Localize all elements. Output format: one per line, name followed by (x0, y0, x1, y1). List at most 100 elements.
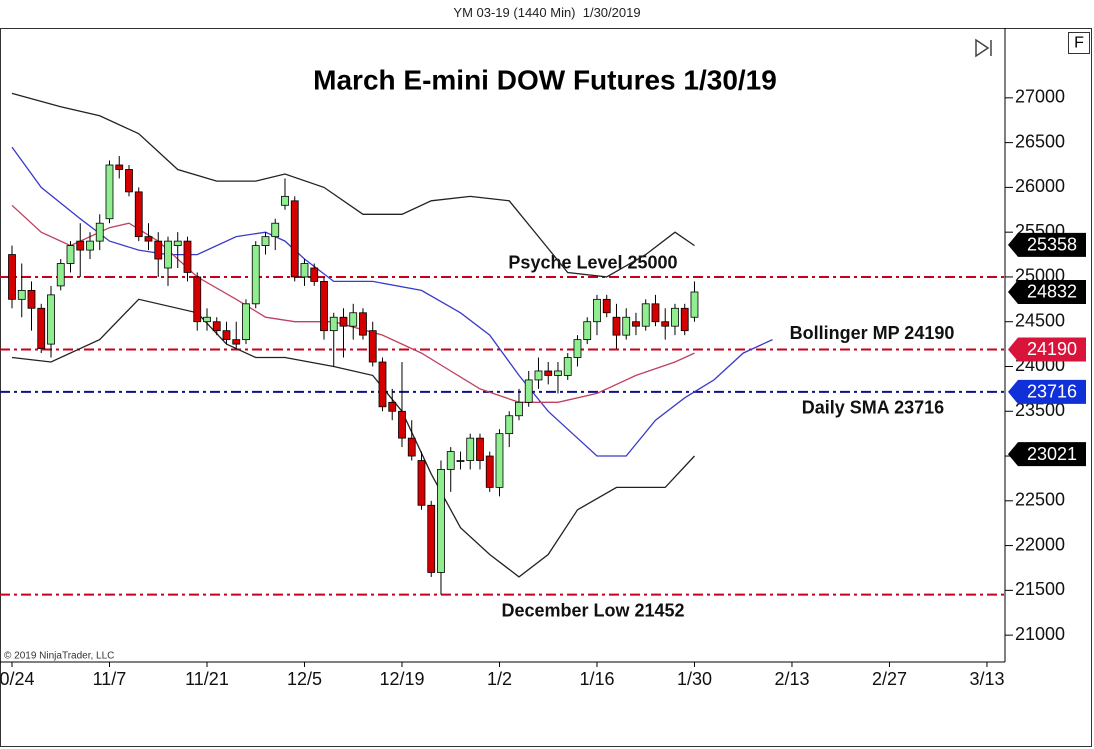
candle-body (651, 303, 660, 323)
y-tick-label: 26000 (1015, 176, 1065, 196)
x-tick-label: 1/30 (677, 669, 712, 689)
candle-body (290, 200, 299, 278)
price-tag (1008, 232, 1086, 257)
candle-body (573, 339, 582, 358)
price-tag-label: 24190 (1027, 339, 1077, 359)
candle-body (329, 316, 338, 332)
candle-body (427, 504, 436, 573)
candle-body (193, 276, 202, 323)
chart-title: March E-mini DOW Futures 1/30/19 (313, 64, 777, 95)
price-tag-label: 25358 (1027, 235, 1077, 255)
candle-body (310, 267, 319, 282)
candle-body (56, 263, 65, 287)
candle-body (661, 321, 670, 327)
window-header: YM 03-19 (1440 Min) 1/30/2019 (453, 5, 641, 20)
candle-body (563, 357, 572, 376)
candle-body (378, 361, 387, 408)
candle-body (125, 169, 133, 193)
level-label: December Low 21452 (501, 600, 684, 620)
y-tick-label: 23500 (1015, 400, 1065, 420)
indicator-line (11, 92, 695, 278)
candle-body (554, 370, 562, 376)
x-tick-label: 11/21 (185, 669, 229, 689)
candle-body (583, 321, 592, 341)
price-tag (1008, 337, 1086, 362)
chart-frame (0, 28, 1092, 747)
candle-body (251, 245, 260, 305)
y-tick-label: 27000 (1015, 87, 1065, 107)
candle-body (680, 307, 689, 332)
candle-body (602, 298, 611, 314)
price-tag-label: 24832 (1027, 282, 1077, 302)
candle-body (544, 370, 553, 376)
candle-body (164, 240, 172, 269)
candle-body (95, 222, 104, 242)
candle-body (466, 437, 475, 461)
candle-body (485, 455, 494, 488)
candle-body (105, 164, 114, 220)
candle-body (232, 339, 241, 345)
y-tick-label: 22000 (1015, 534, 1065, 554)
candle-body (47, 294, 55, 345)
x-tick-label: 12/19 (379, 669, 424, 689)
candle-body (456, 460, 465, 462)
candle-body (183, 240, 192, 273)
x-tick-label: 2/27 (872, 669, 907, 689)
candle-body (17, 289, 26, 300)
candle-body (115, 164, 124, 170)
level-label: Daily SMA 23716 (802, 398, 944, 418)
candle-body (671, 307, 679, 327)
copyright: © 2019 NinjaTrader, LLC (4, 651, 114, 662)
candle-body (359, 312, 367, 336)
candle-body (281, 195, 289, 206)
candle-body (593, 298, 601, 323)
candle-body (27, 289, 36, 309)
candle-body (8, 254, 16, 300)
price-tag (1008, 279, 1086, 304)
candle-body (86, 240, 94, 251)
candle-body (76, 240, 85, 251)
f-button[interactable] (1068, 32, 1090, 54)
candle-body (37, 307, 46, 349)
candle-body (242, 303, 250, 341)
candle-body (417, 460, 426, 506)
level-label: Bollinger MP 24190 (790, 323, 955, 343)
candle-body (398, 410, 406, 439)
candle-body (437, 469, 445, 573)
x-tick-label: 12/5 (287, 669, 322, 689)
y-tick-label: 22500 (1015, 490, 1065, 510)
candle-body (300, 263, 309, 278)
candle-body (690, 291, 699, 318)
price-tag (1008, 379, 1086, 404)
play-icon[interactable] (975, 38, 992, 58)
candle-body (66, 245, 75, 264)
candle-body (495, 433, 504, 488)
f-button-label[interactable]: F (1074, 35, 1084, 52)
level-label: Psyche Level 25000 (508, 253, 677, 273)
candle-body (144, 236, 153, 242)
candle-body (407, 437, 416, 457)
candle-body (632, 321, 640, 327)
indicator-line (11, 204, 695, 403)
x-tick-label: 10/24 (0, 669, 35, 689)
candle-body (524, 379, 533, 403)
x-tick-label: 2/13 (774, 669, 809, 689)
price-tag (1008, 442, 1086, 467)
x-tick-label: 3/13 (969, 669, 1004, 689)
candle-body (134, 191, 143, 238)
candle-body (320, 281, 328, 332)
y-tick-label: 26500 (1015, 131, 1065, 151)
candle-body (368, 330, 377, 363)
candle-body (154, 240, 163, 260)
candle-body (173, 240, 182, 247)
y-tick-label: 21000 (1015, 624, 1065, 644)
indicator-line (11, 146, 773, 457)
candle-body (271, 222, 280, 238)
candle-body (388, 401, 397, 412)
candle-body (349, 312, 358, 327)
price-tag-label: 23716 (1027, 382, 1077, 402)
price-tag-label: 23021 (1027, 444, 1077, 464)
candle-body (203, 316, 211, 323)
